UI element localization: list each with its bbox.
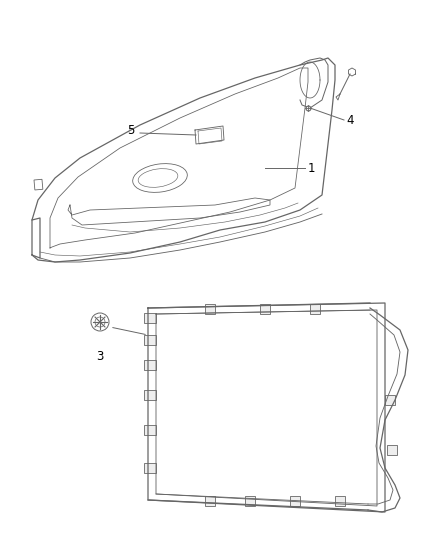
Bar — [144, 313, 156, 323]
Bar — [144, 425, 156, 435]
Bar — [144, 335, 156, 345]
Bar — [310, 304, 320, 314]
Text: 5: 5 — [127, 125, 135, 138]
Bar — [245, 496, 255, 506]
Text: 4: 4 — [346, 114, 353, 126]
Bar — [335, 496, 345, 506]
Bar — [385, 395, 395, 405]
Bar — [144, 463, 156, 473]
Bar — [205, 304, 215, 314]
Bar — [260, 304, 270, 314]
Bar — [144, 360, 156, 370]
Text: 1: 1 — [308, 161, 315, 174]
Bar — [34, 179, 43, 190]
Text: 3: 3 — [96, 350, 104, 363]
Bar — [144, 390, 156, 400]
Bar — [387, 445, 397, 455]
Bar — [290, 496, 300, 506]
Bar — [205, 496, 215, 506]
